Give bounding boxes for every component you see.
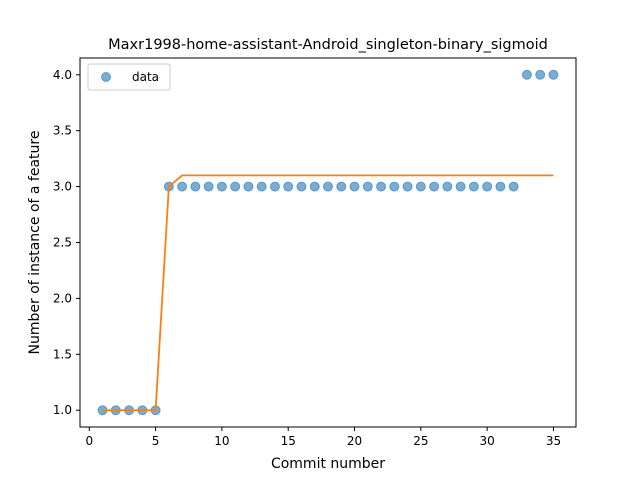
data-point — [389, 181, 400, 192]
data-point — [442, 181, 453, 192]
x-tick-label: 15 — [281, 434, 296, 448]
data-point — [323, 181, 333, 192]
data-point — [177, 181, 188, 192]
y-axis-label: Number of instance of a feature — [27, 131, 43, 355]
y-tick-label: 3.0 — [53, 180, 72, 194]
data-point — [230, 181, 241, 192]
data-point — [429, 181, 440, 192]
chart-title: Maxr1998-home-assistant-Android_singleto… — [108, 37, 548, 53]
data-point — [455, 181, 466, 192]
data-point — [336, 181, 347, 192]
data-point — [482, 181, 493, 192]
data-point — [256, 181, 267, 192]
data-point — [269, 181, 280, 192]
data-point — [216, 181, 227, 192]
data-point — [548, 69, 559, 80]
x-tick-label: 35 — [546, 434, 561, 448]
y-tick-label: 1.0 — [53, 403, 72, 417]
data-point — [283, 181, 294, 192]
data-point — [415, 181, 426, 192]
y-tick-label: 2.0 — [53, 291, 72, 305]
data-point — [190, 181, 201, 192]
x-tick-label: 20 — [347, 434, 362, 448]
data-point — [243, 181, 254, 192]
data-point — [309, 181, 320, 192]
y-tick-label: 3.5 — [53, 124, 72, 138]
data-point — [402, 181, 413, 192]
data-point — [521, 69, 532, 80]
data-point — [203, 181, 214, 192]
legend-marker-data — [101, 72, 111, 82]
y-tick-label: 4.0 — [53, 68, 72, 82]
series-layer — [97, 69, 559, 416]
data-point — [362, 181, 373, 192]
data-point — [535, 69, 546, 80]
x-axis-label: Commit number — [271, 456, 385, 472]
x-axis-ticks: 0 5 10 15 20 25 30 35 — [85, 427, 561, 448]
legend-label-data: data — [132, 70, 159, 84]
axes-frame — [79, 57, 577, 428]
y-tick-label: 1.5 — [53, 347, 72, 361]
data-point — [468, 181, 479, 192]
data-point — [349, 181, 360, 192]
y-tick-label: 2.5 — [53, 236, 72, 250]
x-tick-label: 25 — [413, 434, 428, 448]
data-point — [495, 181, 506, 192]
data-point — [508, 181, 519, 192]
y-axis-ticks: 1.0 1.5 2.0 2.5 3.0 3.5 4.0 — [53, 68, 80, 417]
legend: data — [87, 63, 171, 91]
x-tick-label: 0 — [85, 434, 93, 448]
fit-line — [102, 174, 554, 412]
x-tick-label: 30 — [480, 434, 495, 448]
data-point — [296, 181, 307, 192]
x-tick-label: 10 — [214, 434, 229, 448]
data-point — [376, 181, 387, 192]
legend-box — [87, 63, 171, 91]
x-tick-label: 5 — [152, 434, 160, 448]
